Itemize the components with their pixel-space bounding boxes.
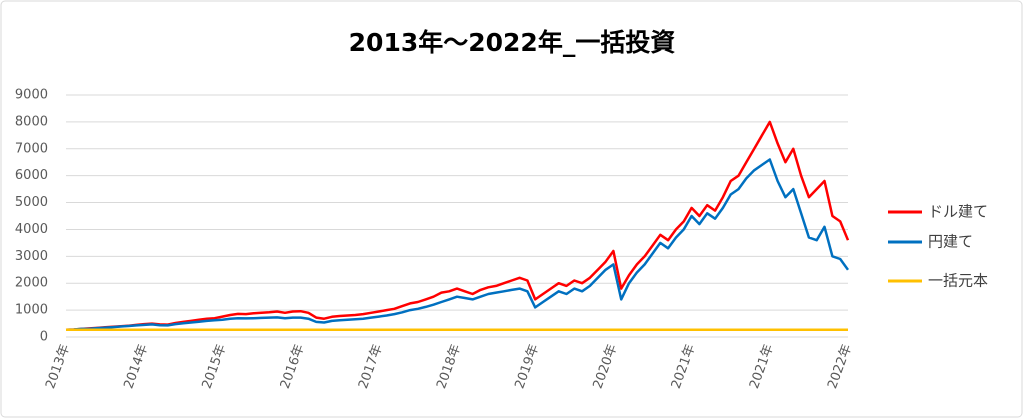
- y-tick-label: 2000: [15, 276, 48, 291]
- y-tick-label: 6000: [15, 168, 48, 183]
- y-tick-label: 0: [40, 330, 48, 345]
- y-tick-label: 7000: [15, 141, 48, 156]
- y-tick-label: 1000: [15, 303, 48, 318]
- chart-title: 2013年～2022年_一括投資: [349, 28, 676, 57]
- y-tick-label: 3000: [15, 249, 48, 264]
- legend-label: 一括元本: [928, 272, 988, 290]
- data-line: [65, 158, 850, 331]
- y-tick-label: 9000: [15, 88, 48, 103]
- data-line: [65, 120, 850, 331]
- y-tick-label: 8000: [15, 114, 48, 129]
- legend-label: ドル建て: [928, 203, 988, 221]
- y-tick-label: 5000: [15, 195, 48, 210]
- y-tick-label: 4000: [15, 222, 48, 237]
- legend-label: 円建て: [928, 233, 973, 251]
